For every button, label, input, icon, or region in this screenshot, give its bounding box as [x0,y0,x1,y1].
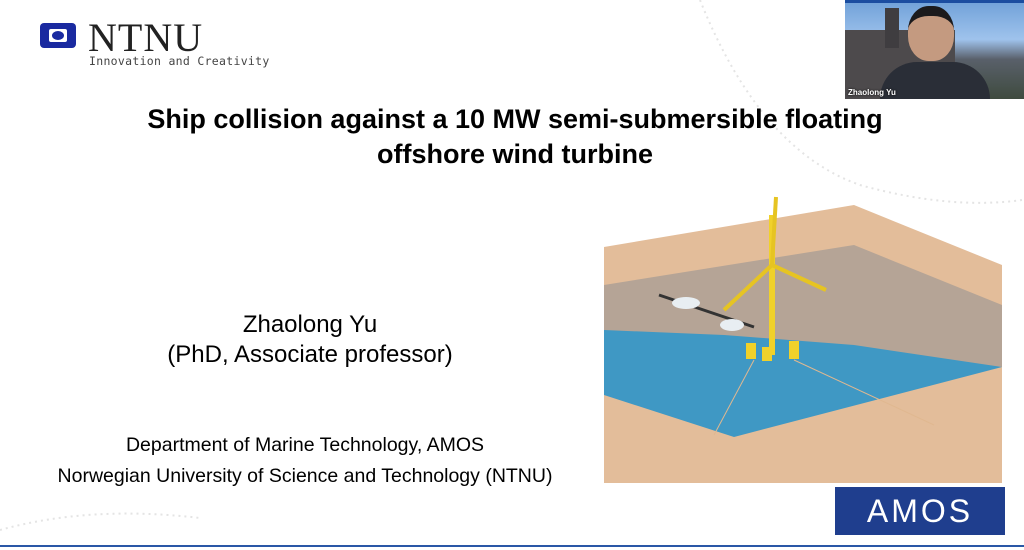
amos-logo: AMOS [835,487,1005,535]
affiliation-block: Department of Marine Technology, AMOS No… [20,430,590,492]
turbine-blade [771,263,827,292]
platform-column [762,347,772,361]
ntnu-logo: NTNU Innovation and Creativity [40,15,270,70]
slide-title: Ship collision against a 10 MW semi-subm… [60,102,970,172]
decorative-arc [0,512,201,531]
participant-body [880,62,990,99]
ntnu-logo-icon [40,23,76,48]
video-thumbnail[interactable]: Zhaolong Yu [845,0,1024,99]
turbine-blade [722,263,774,312]
platform-column [789,341,799,359]
participant-head [908,6,954,61]
video-top-bar [845,0,1024,3]
ship [720,319,744,331]
presenter-name: Zhaolong Yu [242,311,378,338]
platform-column [746,343,756,359]
mooring-line [713,359,755,436]
mooring-line [793,359,935,426]
university: Norwegian University of Science and Tech… [57,465,553,487]
amos-logo-text: AMOS [866,493,974,529]
turbine-tower [769,215,775,355]
title-line-2: offshore wind turbine [377,139,653,169]
department: Department of Marine Technology, AMOS [125,434,485,456]
background-tower [885,8,899,48]
presenter-role: (PhD, Associate professor) [167,341,453,368]
bottom-divider [0,545,1024,547]
ntnu-tagline: Innovation and Creativity [89,54,270,68]
participant-name: Zhaolong Yu [848,88,896,97]
turbine-blade [770,196,778,266]
decorative-arc [699,0,1023,204]
wind-turbine-collision-illustration [604,196,1002,483]
sea-surface [604,330,1002,437]
ntnu-wordmark: NTNU [88,15,204,60]
ship [672,297,700,309]
presenter-block: Zhaolong Yu (PhD, Associate professor) [140,310,480,370]
title-line-1: Ship collision against a 10 MW semi-subm… [147,104,883,134]
